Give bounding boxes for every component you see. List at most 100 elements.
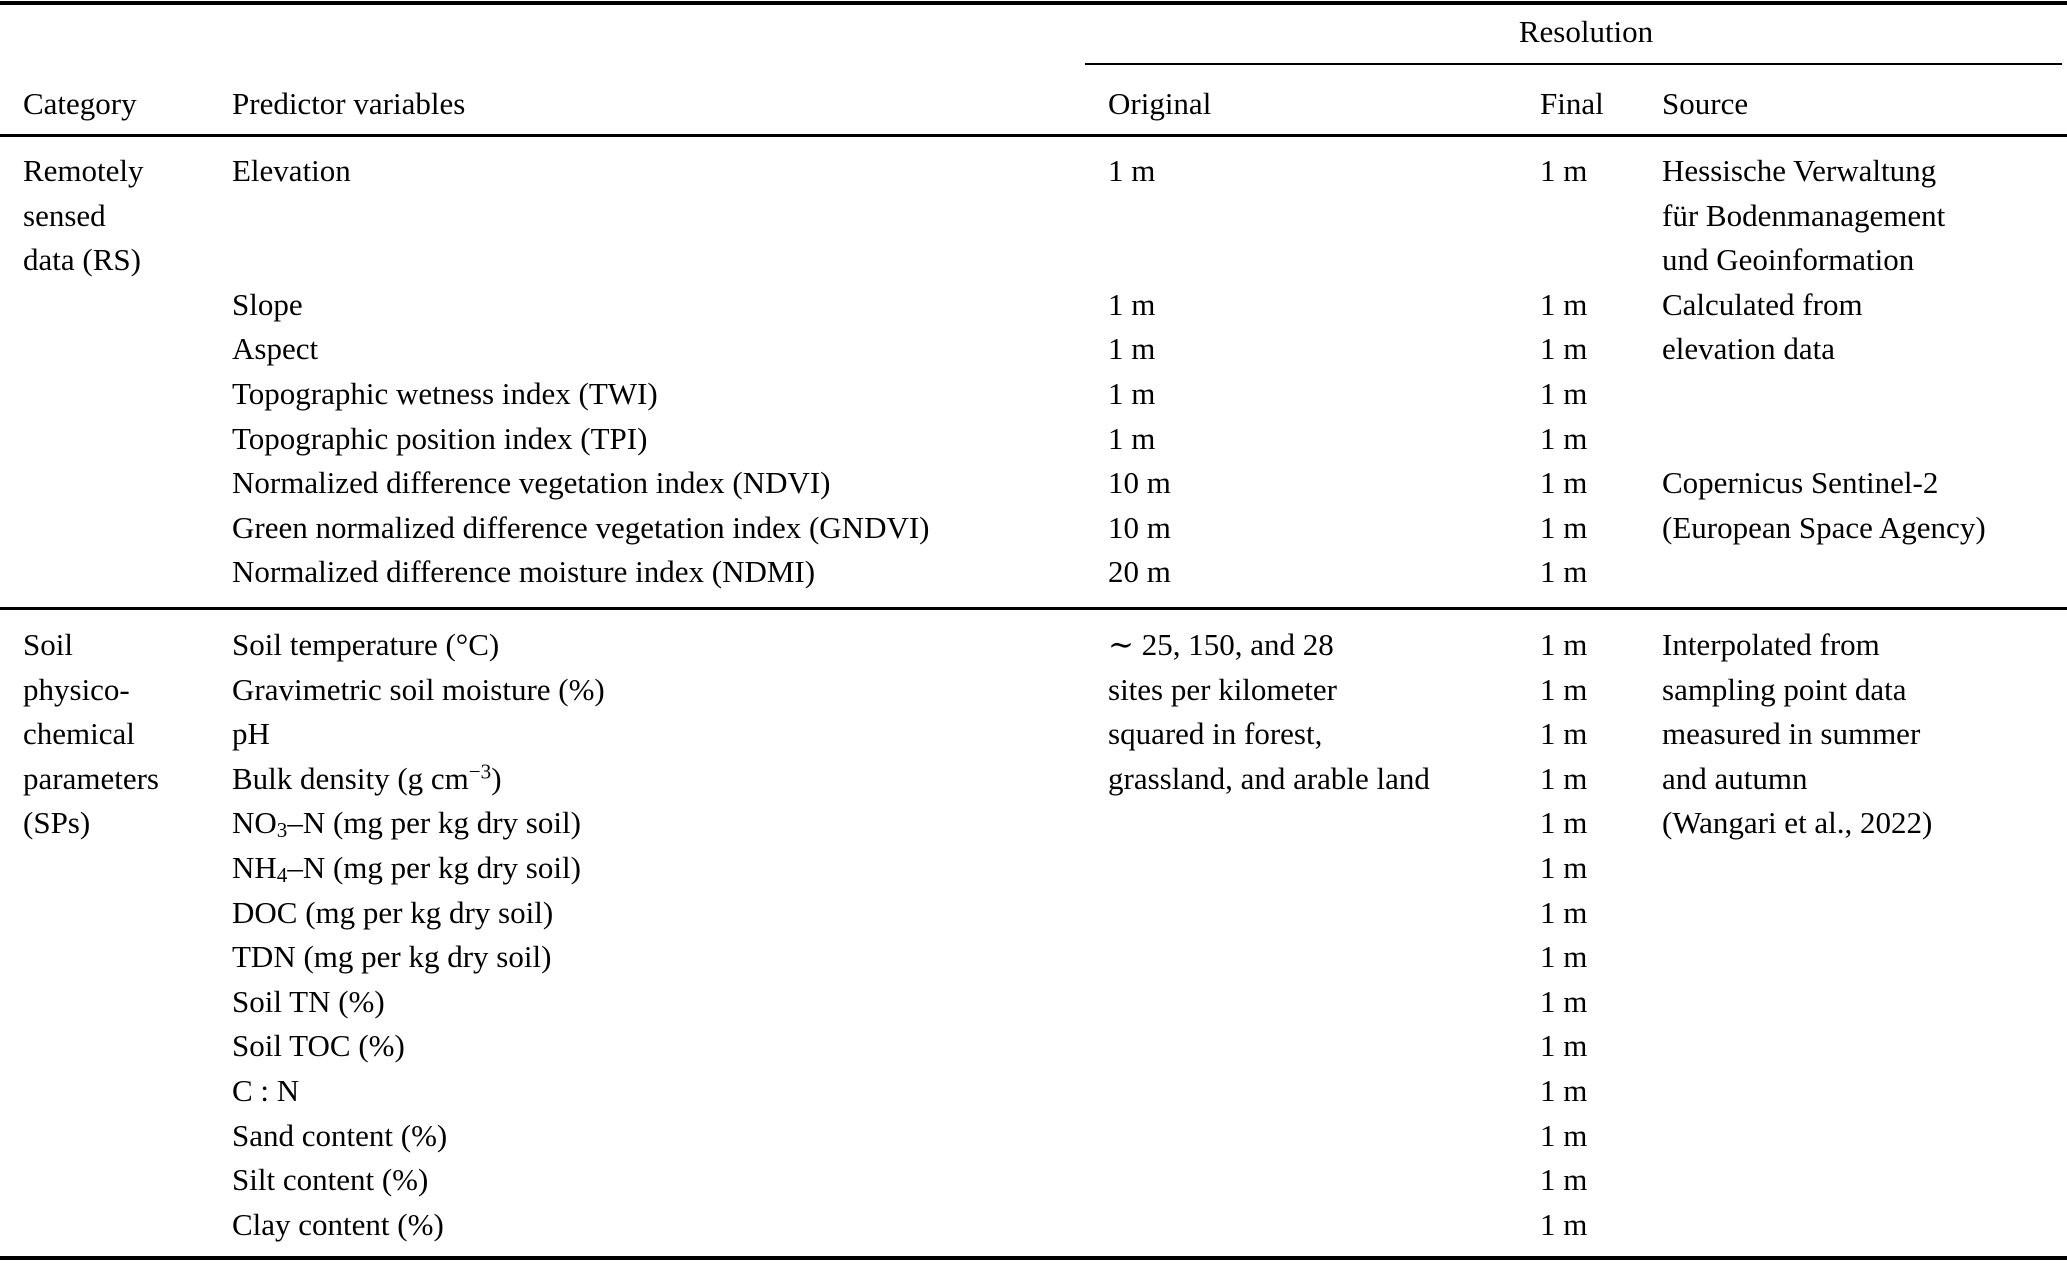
column-header-predictor-variables: Predictor variables <box>232 86 466 121</box>
table-row: DOC (mg per kg dry soil) 1 m <box>0 891 2067 935</box>
table-row: Sand content (%) 1 m <box>0 1114 2067 1158</box>
cell-variable: Bulk density (g cm−3) <box>232 759 502 796</box>
cell-variable: NO3–N (mg per kg dry soil) <box>232 805 581 843</box>
table-row: Soil TOC (%) 1 m <box>0 1024 2067 1068</box>
cell-original: grassland, and arable land <box>1108 760 1430 796</box>
cell-variable: Soil temperature (°C) <box>232 627 500 662</box>
cell-final: 1 m <box>1540 627 1588 662</box>
cell-original: 1 m <box>1108 420 1156 456</box>
table-row: TDN (mg per kg dry soil) 1 m <box>0 935 2067 979</box>
cell-category: data (RS) <box>23 242 141 278</box>
cell-source: (European Space Agency) <box>1662 509 1986 545</box>
cell-variable: Clay content (%) <box>232 1206 444 1242</box>
cell-final: 1 m <box>1540 716 1588 752</box>
section-divider-rule <box>0 607 2067 610</box>
cell-source: Hessische Verwaltung <box>1662 153 1937 188</box>
cell-final: 1 m <box>1540 939 1588 975</box>
cell-final: 1 m <box>1540 1073 1588 1108</box>
cell-final: 1 m <box>1540 331 1588 367</box>
cell-variable: Elevation <box>232 153 351 188</box>
cell-variable: C : N <box>232 1073 300 1108</box>
table-row: Soil Soil temperature (°C) ∼ 25, 150, and … <box>0 623 2067 667</box>
table-top-rule <box>0 1 2067 5</box>
cell-final: 1 m <box>1540 376 1588 411</box>
cell-final: 1 m <box>1540 420 1588 456</box>
cell-variable: Topographic wetness index (TWI) <box>232 376 658 411</box>
cell-final: 1 m <box>1540 850 1588 885</box>
cell-final: 1 m <box>1540 983 1588 1019</box>
cell-original: 10 m <box>1108 509 1171 545</box>
cell-category: Remotely <box>23 153 144 188</box>
cell-final: 1 m <box>1540 554 1588 590</box>
cell-variable: Soil TOC (%) <box>232 1028 405 1064</box>
cell-final: 1 m <box>1540 286 1588 322</box>
cell-category: sensed <box>23 197 106 233</box>
table-row: (SPs) NO3–N (mg per kg dry soil) 1 m (Wanga… <box>0 801 2067 845</box>
table-row: NH4–N (mg per kg dry soil) 1 m <box>0 846 2067 890</box>
cell-variable: Slope <box>232 286 303 322</box>
cell-variable: Sand content (%) <box>232 1117 448 1153</box>
cell-source: sampling point data <box>1662 671 1907 707</box>
table-row: data (RS) und Geoinformation <box>0 238 2067 282</box>
cell-variable: Normalized difference vegetation index (… <box>232 465 831 501</box>
table-row: sensed für Bodenmanagement <box>0 194 2067 238</box>
cell-source: Calculated from <box>1662 286 1863 322</box>
cell-original: 1 m <box>1108 286 1156 322</box>
cell-final: 1 m <box>1540 465 1588 501</box>
cell-category: chemical <box>23 716 135 752</box>
cell-final: 1 m <box>1540 671 1588 707</box>
table-row: Silt content (%) 1 m <box>0 1158 2067 1202</box>
cell-variable: pH <box>232 716 270 752</box>
cell-category: Soil <box>23 627 73 662</box>
resolution-group-header: Resolution <box>1518 14 1654 49</box>
cell-final: 1 m <box>1540 894 1588 930</box>
cell-original: 1 m <box>1108 331 1156 367</box>
cell-category: physico- <box>23 671 130 707</box>
table-row: Topographic position index (TPI) 1 m 1 m <box>0 417 2067 461</box>
table-row: Slope 1 m 1 m Calculated from <box>0 283 2067 327</box>
cell-original: 20 m <box>1108 554 1171 590</box>
column-header-category: Category <box>23 86 137 121</box>
cell-original: ∼ 25, 150, and 28 <box>1108 627 1334 662</box>
table-row: Green normalized difference vegetation i… <box>0 506 2067 550</box>
table-bottom-rule <box>0 1256 2067 1260</box>
cell-final: 1 m <box>1540 1117 1588 1153</box>
table-row: Normalized difference moisture index (ND… <box>0 550 2067 594</box>
cell-variable: DOC (mg per kg dry soil) <box>232 894 554 930</box>
cell-source: and autumn <box>1662 760 1808 796</box>
cell-original: 10 m <box>1108 465 1171 501</box>
column-header-final: Final <box>1540 86 1604 121</box>
cell-variable: Gravimetric soil moisture (%) <box>232 671 605 707</box>
cell-variable: Soil TN (%) <box>232 983 385 1019</box>
cell-source: measured in summer <box>1662 716 1921 752</box>
cell-variable: Normalized difference moisture index (ND… <box>232 554 816 590</box>
cell-final: 1 m <box>1540 509 1588 545</box>
header-rule <box>0 134 2067 137</box>
table-row: chemical pH squared in forest, 1 m measured … <box>0 712 2067 756</box>
table-row: Normalized difference vegetation index (… <box>0 461 2067 505</box>
cell-final: 1 m <box>1540 1162 1588 1198</box>
table-row: Aspect 1 m 1 m elevation data <box>0 327 2067 371</box>
cell-variable: Aspect <box>232 331 319 367</box>
cell-final: 1 m <box>1540 1028 1588 1064</box>
cell-source: und Geoinformation <box>1662 242 1915 278</box>
column-header-source: Source <box>1662 86 1749 121</box>
cell-variable: NH4–N (mg per kg dry soil) <box>232 850 581 887</box>
cell-original: squared in forest, <box>1108 716 1323 752</box>
cell-source: Interpolated from <box>1662 627 1880 662</box>
cell-variable: Green normalized difference vegetation i… <box>232 509 930 545</box>
cell-original: 1 m <box>1108 376 1156 411</box>
cell-variable: Silt content (%) <box>232 1162 429 1198</box>
cell-final: 1 m <box>1540 1206 1588 1242</box>
cell-final: 1 m <box>1540 760 1588 796</box>
table-row: C : N 1 m <box>0 1069 2067 1113</box>
table-row: physico- Gravimetric soil moisture (%) sit… <box>0 668 2067 712</box>
cell-final: 1 m <box>1540 153 1588 188</box>
cell-category: (SPs) <box>23 805 91 841</box>
resolution-spanner-rule <box>1085 63 2062 65</box>
table-row: Soil TN (%) 1 m <box>0 980 2067 1024</box>
column-header-original: Original <box>1108 86 1212 121</box>
cell-source: (Wangari et al., 2022) <box>1662 805 1933 841</box>
table-row: parameters Bulk density (g cm−3) grassland… <box>0 757 2067 801</box>
